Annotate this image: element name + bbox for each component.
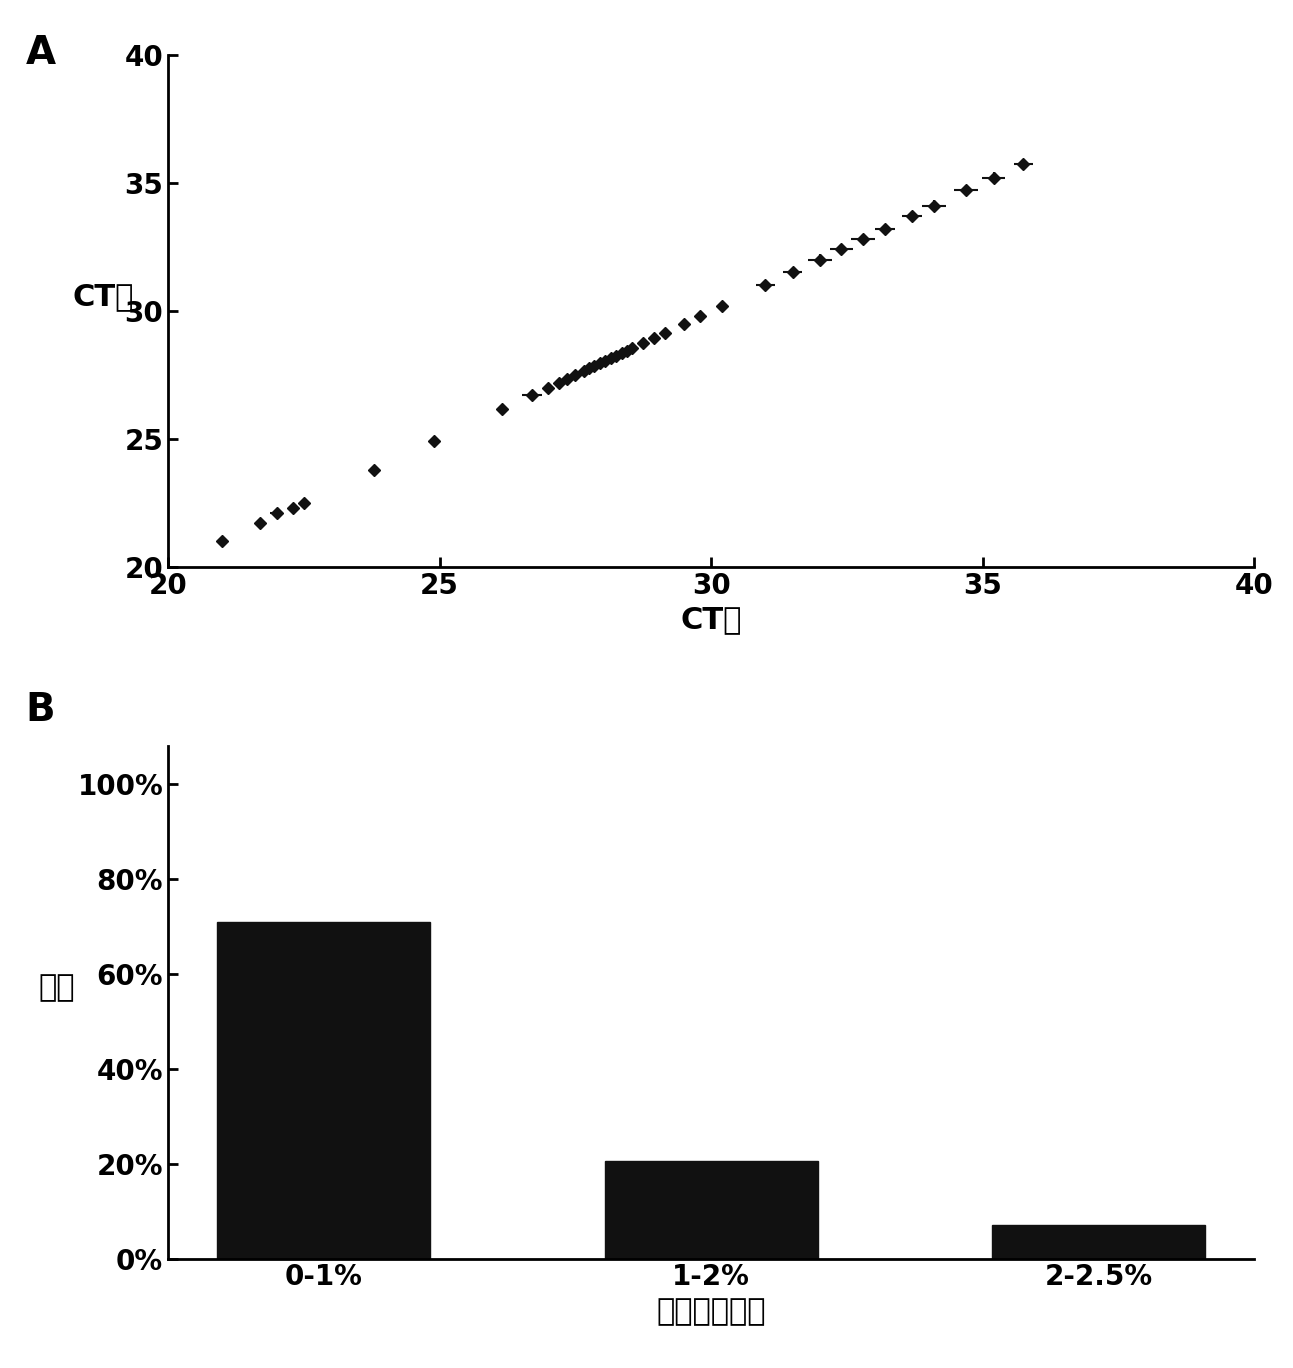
Bar — [992, 1226, 1205, 1259]
X-axis label: CT倘: CT倘 — [680, 606, 742, 635]
Bar — [217, 922, 431, 1259]
Y-axis label: 比例: 比例 — [39, 974, 75, 1003]
Text: A: A — [26, 34, 56, 73]
Text: B: B — [26, 691, 56, 729]
Bar — [605, 1161, 817, 1259]
Y-axis label: CT倘: CT倘 — [72, 282, 134, 311]
X-axis label: 变异系数范围: 变异系数范围 — [657, 1297, 765, 1326]
